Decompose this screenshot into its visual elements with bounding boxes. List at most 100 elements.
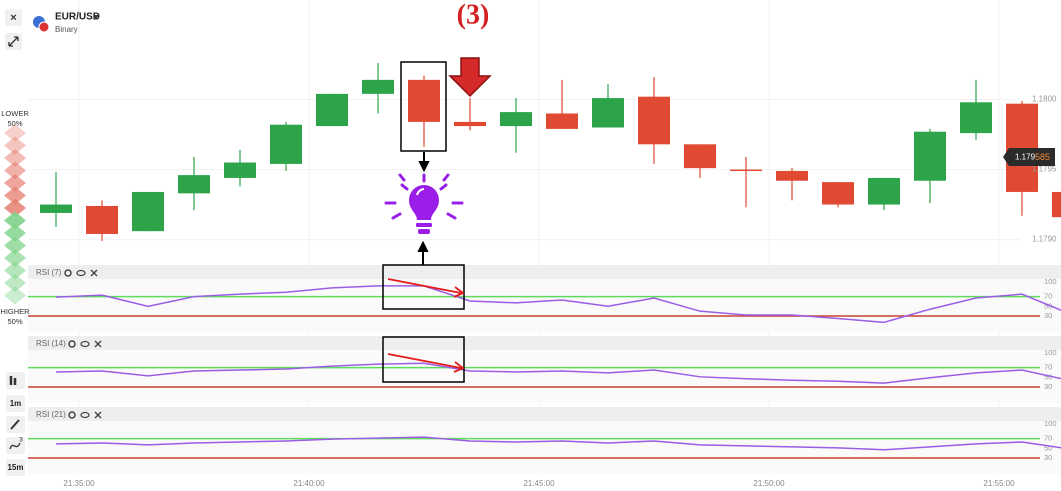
- period-button[interactable]: [6, 459, 25, 476]
- close-button[interactable]: [5, 9, 22, 26]
- lower-chevron: [4, 124, 26, 142]
- y-tick-label: 1.1795: [1032, 165, 1057, 174]
- lower-label: LOWER: [1, 109, 29, 118]
- grid: [28, 0, 1020, 476]
- panel-label: RSI (21): [36, 410, 66, 419]
- remove-icon: [94, 411, 102, 419]
- candle-body: [316, 93, 348, 127]
- candle-body: [40, 204, 72, 213]
- candle-body: [362, 79, 394, 94]
- candle-body: [776, 170, 808, 181]
- x-tick-label: 21:55:00: [983, 479, 1015, 488]
- trend-arrow: [387, 353, 465, 373]
- higher-chevron: [4, 261, 26, 280]
- panel-label: RSI (7): [36, 268, 62, 277]
- candle-body: [730, 169, 762, 172]
- level-label: 50: [1044, 301, 1052, 310]
- panel-header: [28, 407, 1061, 421]
- mode: Binary: [55, 25, 78, 34]
- higher-chevron: [4, 236, 26, 255]
- x-tick-label: 21:50:00: [753, 479, 785, 488]
- candle-body: [454, 121, 486, 127]
- symbol-dropdown[interactable]: [93, 15, 99, 19]
- pencil-icon: [10, 419, 20, 430]
- x-tick-label: 21:45:00: [523, 479, 555, 488]
- x-tick-label: 21:40:00: [293, 479, 325, 488]
- candle-body: [822, 182, 854, 205]
- level-label: 30: [1044, 382, 1052, 391]
- higher-chevron: [4, 224, 26, 242]
- level-label: 100: [1044, 419, 1057, 428]
- higher-pct: 50%: [7, 317, 22, 326]
- level-label: 100: [1044, 277, 1057, 286]
- level-label: 70: [1044, 434, 1052, 443]
- level-label: 70: [1044, 363, 1052, 372]
- remove-icon: [90, 269, 98, 277]
- lower-chevron: [4, 186, 26, 205]
- highlight-box: [400, 61, 447, 152]
- candle-body: [960, 102, 992, 134]
- candle-body: [224, 162, 256, 178]
- trend-arrow: [387, 278, 465, 298]
- candle-body: [132, 191, 164, 232]
- chart-type-icon: [9, 376, 17, 385]
- lower-chevron: [4, 136, 26, 155]
- price-tag-main: 1.179: [1015, 153, 1036, 162]
- candle-body: [684, 144, 716, 169]
- flag-us: [38, 21, 50, 33]
- price-tag-pip: 585: [1035, 152, 1050, 162]
- highlight-box: [382, 336, 465, 383]
- level-label: 100: [1044, 348, 1057, 357]
- shrink-icon: [8, 36, 19, 47]
- higher-chevron: [4, 286, 26, 305]
- pointer-arrow: [417, 240, 429, 265]
- higher-label: HIGHER: [0, 307, 30, 316]
- period: 15m: [7, 463, 23, 472]
- axes: 21:35:00 21:40:00 21:45:00 21:50:00 21:55:00…: [63, 95, 1057, 489]
- settings-icon: [68, 411, 76, 419]
- timeframe-button[interactable]: [6, 395, 25, 412]
- candle-body: [178, 175, 210, 194]
- rsi-line: [55, 362, 1061, 384]
- indicator-button[interactable]: [6, 437, 25, 454]
- panel-bg: [28, 279, 1061, 332]
- light-bulb: [384, 173, 464, 234]
- candle-body: [270, 124, 302, 164]
- pointer-arrow: [418, 152, 430, 173]
- rsi-line: [55, 285, 1061, 324]
- rsi-line: [55, 436, 1061, 451]
- candle-body: [1006, 103, 1038, 192]
- lower-chevron: [4, 174, 26, 192]
- annotation-arrow: [448, 57, 492, 98]
- indicator-icon: [9, 442, 21, 450]
- timeframe: 1m: [10, 399, 22, 408]
- level-label: 50: [1044, 372, 1052, 381]
- panel-header: [28, 336, 1061, 350]
- lower-chevron: [4, 161, 26, 180]
- level-label: 30: [1044, 453, 1052, 462]
- higher-chevron: [4, 274, 26, 292]
- level-label: 50: [1044, 443, 1052, 452]
- x-tick-label: 21:35:00: [63, 479, 95, 488]
- level-label: 30: [1044, 311, 1052, 320]
- visibility-icon: [80, 411, 90, 419]
- candle-body: [638, 96, 670, 145]
- sentiment-bar: [4, 124, 26, 305]
- candles: [40, 63, 1061, 241]
- lower-pct: 50%: [7, 119, 22, 128]
- candle-body: [914, 131, 946, 181]
- price-tag: [1003, 148, 1055, 166]
- close-icon: ×: [10, 12, 16, 24]
- panel-label: RSI (14): [36, 339, 66, 348]
- settings-icon: [64, 269, 72, 277]
- y-tick-label: 1.1800: [1032, 95, 1057, 104]
- indicator-count: 3: [19, 438, 23, 444]
- visibility-icon: [76, 269, 86, 277]
- candle-body: [408, 79, 440, 122]
- candle-body: [868, 177, 900, 205]
- candle-body: [1052, 191, 1061, 218]
- symbol[interactable]: EUR/USD: [55, 12, 100, 23]
